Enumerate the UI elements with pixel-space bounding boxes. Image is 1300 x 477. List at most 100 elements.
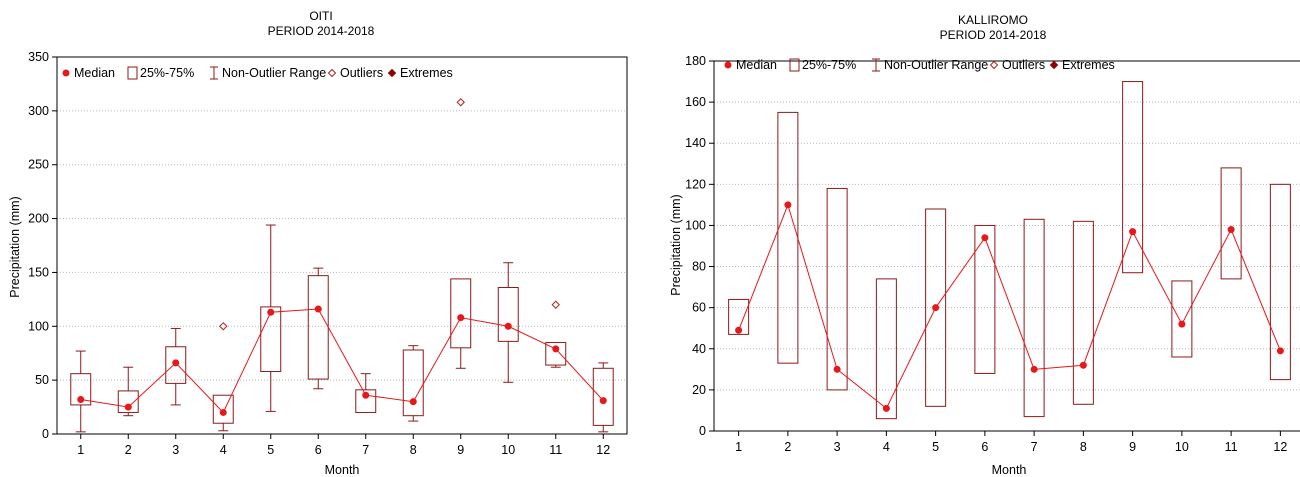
median-point (124, 403, 132, 411)
x-tick-label: 9 (1129, 440, 1136, 454)
legend-label: Median (74, 66, 115, 80)
median-point (1030, 365, 1038, 373)
chart-subtitle: PERIOD 2014-2018 (940, 28, 1047, 42)
y-tick-label: 0 (42, 427, 49, 441)
x-tick-label: 4 (220, 443, 227, 457)
legend-label: Extremes (1062, 58, 1115, 72)
chart-title: OITI (309, 9, 332, 23)
iqr-box (355, 389, 377, 413)
legend-label: 25%-75% (802, 58, 856, 72)
chart-title: KALLIROMO (958, 13, 1028, 27)
y-axis-title: Precipitation (mm) (669, 194, 683, 295)
plot-frame (56, 56, 628, 435)
median-point (552, 345, 560, 353)
y-tick-label: 80 (692, 260, 706, 274)
x-tick-label: 8 (410, 443, 417, 457)
y-tick-label: 0 (699, 424, 706, 438)
legend-label: Extremes (400, 66, 453, 80)
iqr-box (165, 346, 187, 384)
x-tick-label: 7 (362, 443, 369, 457)
x-tick-label: 12 (1273, 440, 1287, 454)
median-point (77, 396, 85, 404)
y-tick-label: 40 (692, 342, 706, 356)
x-axis-title: Month (992, 463, 1027, 477)
outlier-point (219, 322, 228, 331)
y-tick-label: 100 (28, 319, 49, 333)
median-point (1227, 226, 1235, 234)
x-tick-label: 3 (834, 440, 841, 454)
x-tick-label: 6 (981, 440, 988, 454)
legend-label: Outliers (1002, 58, 1045, 72)
iqr-box (925, 208, 947, 407)
iqr-box (1269, 183, 1291, 381)
y-tick-label: 250 (28, 158, 49, 172)
iqr-box (1122, 81, 1144, 274)
legend-extreme-marker (387, 68, 397, 78)
median-point (784, 201, 792, 209)
y-tick-label: 140 (685, 136, 706, 150)
iqr-box (117, 390, 139, 413)
legend-box-marker (789, 58, 800, 72)
x-tick-label: 7 (1031, 440, 1038, 454)
median-point (833, 365, 841, 373)
median-point (735, 326, 743, 334)
iqr-box (875, 278, 897, 420)
legend-label: Non-Outlier Range (222, 66, 326, 80)
median-point (457, 314, 465, 322)
median-line (738, 203, 1281, 410)
x-tick-label: 6 (315, 443, 322, 457)
legend-outlier-marker (327, 68, 337, 78)
y-tick-label: 100 (685, 218, 706, 232)
iqr-box (1171, 280, 1193, 358)
legend-extreme-marker (1049, 60, 1059, 70)
median-point (981, 234, 989, 242)
x-tick-label: 1 (735, 440, 742, 454)
median-point (1178, 320, 1186, 328)
x-tick-label: 2 (125, 443, 132, 457)
iqr-box (212, 394, 234, 424)
median-line (80, 308, 604, 414)
iqr-box (1220, 167, 1242, 280)
x-tick-label: 10 (501, 443, 515, 457)
legend-label: 25%-75% (140, 66, 194, 80)
median-point (1129, 228, 1137, 236)
plot-frame (713, 60, 1300, 432)
x-tick-label: 11 (1225, 440, 1238, 454)
legend-label: Median (736, 58, 777, 72)
x-tick-label: 2 (784, 440, 791, 454)
median-point (1276, 347, 1284, 355)
iqr-box (545, 341, 567, 366)
legend-label: Non-Outlier Range (884, 58, 988, 72)
oiti-box-chart: OITI PERIOD 2014-2018 Month Precipitatio… (8, 9, 628, 477)
iqr-box (974, 224, 996, 374)
outlier-point (456, 98, 465, 107)
x-axis-title: Month (325, 463, 360, 477)
median-point (1079, 361, 1087, 369)
x-tick-label: 1 (77, 443, 84, 457)
iqr-box (1023, 218, 1045, 418)
y-tick-label: 180 (685, 54, 706, 68)
y-tick-label: 60 (692, 301, 706, 315)
chart-subtitle: PERIOD 2014-2018 (268, 24, 375, 38)
median-point (599, 397, 607, 405)
x-tick-label: 9 (457, 443, 464, 457)
median-point (219, 408, 227, 416)
median-point (314, 305, 322, 313)
x-tick-label: 11 (549, 443, 562, 457)
x-tick-label: 4 (883, 440, 890, 454)
median-point (172, 359, 180, 367)
iqr-box (70, 373, 92, 406)
plot-area (714, 61, 1300, 431)
y-tick-label: 300 (28, 104, 49, 118)
y-axis-title: Precipitation (mm) (8, 196, 22, 297)
kalliromo-box-chart: KALLIROMO PERIOD 2014-2018 Month Precipi… (669, 13, 1300, 477)
y-tick-label: 350 (28, 50, 49, 64)
plot-area (57, 57, 627, 434)
median-point (362, 391, 370, 399)
y-tick-label: 20 (692, 383, 706, 397)
y-tick-label: 120 (685, 177, 706, 191)
median-point (882, 404, 890, 412)
x-tick-label: 12 (596, 443, 610, 457)
legend-median-marker (724, 61, 732, 69)
